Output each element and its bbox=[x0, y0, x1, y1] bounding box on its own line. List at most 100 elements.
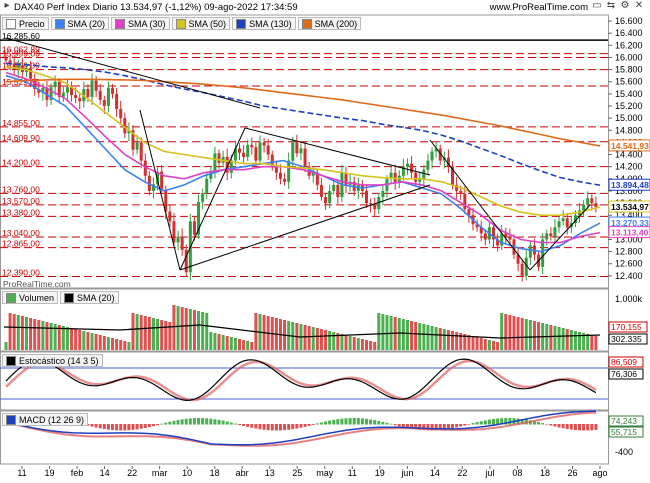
macd-histogram-bar bbox=[151, 424, 155, 427]
stochastic-value-label: 76,306 bbox=[611, 369, 637, 379]
macd-histogram-bar bbox=[192, 418, 196, 425]
volume-bar bbox=[434, 327, 438, 350]
volume-bar bbox=[483, 339, 487, 350]
macd-legend-item[interactable]: MACD (12 26 9) bbox=[2, 413, 89, 426]
macd-histogram-bar bbox=[451, 424, 455, 429]
macd-histogram-bar bbox=[360, 418, 364, 425]
window-toggle-icon[interactable]: ▭ bbox=[592, 0, 602, 11]
candle-body bbox=[463, 193, 467, 210]
macd-histogram-bar bbox=[233, 423, 237, 425]
volume-value-badge bbox=[608, 333, 648, 345]
volume-bar bbox=[250, 342, 254, 350]
volume-bar bbox=[438, 328, 442, 350]
price-y-tick-label: 16.000 bbox=[615, 52, 643, 62]
candle-body bbox=[209, 170, 213, 179]
candle-body bbox=[381, 190, 385, 197]
x-tick-label: 19 bbox=[375, 468, 385, 478]
macd-histogram-bar bbox=[442, 424, 446, 430]
macd-histogram-bar bbox=[328, 420, 332, 425]
candle-body bbox=[205, 178, 209, 194]
macd-histogram-bar bbox=[410, 424, 414, 429]
volume-bar bbox=[37, 320, 41, 350]
volume-legend-item[interactable]: SMA (20) bbox=[60, 291, 119, 304]
candle-body bbox=[57, 81, 61, 97]
candle-body bbox=[12, 63, 16, 70]
stochastic-legend-item[interactable]: Estocástico (14 3 5) bbox=[2, 354, 103, 367]
candle-body bbox=[446, 157, 450, 167]
candle-body bbox=[90, 80, 94, 97]
candle-body bbox=[496, 239, 500, 246]
macd-histogram-bar bbox=[217, 419, 221, 425]
price-legend-item[interactable]: SMA (30) bbox=[111, 17, 170, 30]
candle-body bbox=[504, 233, 508, 237]
macd-histogram-bar bbox=[430, 424, 434, 431]
level-label: 12.390,00 bbox=[2, 267, 40, 277]
price-y-tick-label: 15.000 bbox=[615, 113, 643, 123]
sync-icon[interactable]: ⇆ bbox=[606, 0, 616, 11]
candle-body bbox=[434, 148, 438, 152]
volume-bar bbox=[512, 316, 516, 350]
candle-body bbox=[180, 236, 184, 250]
volume-bar bbox=[524, 319, 528, 350]
volume-bar bbox=[188, 309, 192, 350]
macd-histogram-bar bbox=[385, 422, 389, 425]
volume-bar bbox=[582, 333, 586, 350]
volume-bar bbox=[561, 328, 565, 350]
macd-histogram-bar bbox=[397, 424, 401, 427]
candle-body bbox=[369, 203, 373, 205]
macd-histogram-bar bbox=[434, 424, 438, 431]
macd-histogram-bar bbox=[164, 422, 168, 425]
close-icon[interactable]: ✕ bbox=[634, 0, 644, 11]
site-label[interactable]: www.ProRealTime.com bbox=[489, 2, 588, 13]
macd-value-badge bbox=[608, 415, 644, 427]
macd-histogram-bar bbox=[496, 418, 500, 425]
volume-bar bbox=[311, 327, 315, 350]
macd-histogram-bar bbox=[553, 424, 557, 427]
x-tick-label: jun bbox=[400, 468, 413, 478]
macd-histogram-bar bbox=[209, 418, 213, 425]
macd-histogram-bar bbox=[299, 424, 303, 428]
volume-bar bbox=[16, 315, 20, 350]
price-badge-label: 13.270,33 bbox=[611, 218, 649, 228]
watermark: ProRealTime.com bbox=[3, 279, 71, 289]
price-legend-item[interactable]: SMA (20) bbox=[50, 17, 110, 30]
volume-bar bbox=[4, 342, 8, 350]
volume-bar bbox=[147, 317, 151, 350]
macd-histogram-bar bbox=[98, 424, 102, 429]
macd-histogram-bar bbox=[119, 424, 123, 431]
volume-bar bbox=[74, 329, 78, 350]
volume-bar bbox=[446, 330, 450, 350]
volume-legend-item[interactable]: Volumen bbox=[2, 291, 59, 304]
trend-line bbox=[5, 37, 261, 109]
price-legend-item[interactable]: Precio bbox=[2, 17, 49, 30]
candle-body bbox=[520, 263, 524, 276]
candle-body bbox=[201, 193, 205, 202]
candle-body bbox=[254, 147, 258, 161]
volume-bar bbox=[127, 342, 131, 350]
candle-body bbox=[49, 87, 53, 100]
volume-bar bbox=[565, 329, 569, 350]
volume-bar bbox=[119, 340, 123, 350]
volume-value-badge bbox=[608, 321, 648, 333]
price-legend-item[interactable]: SMA (200) bbox=[297, 17, 362, 30]
candle-body bbox=[53, 81, 57, 88]
volume-bar bbox=[504, 314, 508, 350]
trend-line bbox=[429, 139, 531, 271]
settings-icon[interactable]: ⚙ bbox=[620, 0, 630, 11]
price-legend-item[interactable]: SMA (130) bbox=[232, 17, 296, 30]
macd-histogram-bar bbox=[188, 418, 192, 425]
macd-histogram-bar bbox=[356, 418, 360, 425]
candle-body bbox=[172, 221, 176, 243]
candle-body bbox=[561, 218, 565, 222]
candle-body bbox=[65, 87, 69, 93]
price-legend-item[interactable]: SMA (50) bbox=[171, 17, 231, 30]
level-label: 16.285,60 bbox=[2, 31, 40, 41]
candle-body bbox=[438, 148, 442, 161]
macd-histogram-bar bbox=[414, 424, 418, 430]
sma-line bbox=[5, 62, 601, 186]
candle-body bbox=[242, 152, 246, 157]
macd-value-badge bbox=[608, 426, 644, 438]
volume-bar bbox=[102, 336, 106, 350]
chart-menu-icon[interactable]: ▸ bbox=[4, 0, 10, 11]
